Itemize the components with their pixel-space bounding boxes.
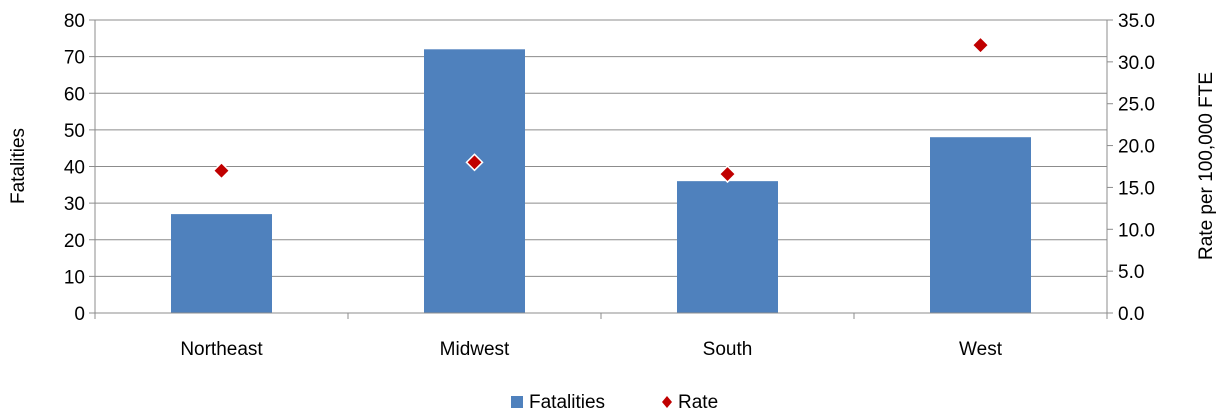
left-tick-label: 60: [64, 84, 85, 105]
left-tick-label: 70: [64, 48, 85, 69]
category-labels: Northeast Midwest South West: [180, 339, 1002, 360]
right-axis-title: Rate per 100,000 FTE: [1196, 72, 1217, 260]
right-axis-ticks: 0.0 5.0 10.0 15.0 20.0 25.0 30.0 35.0: [1107, 11, 1155, 325]
axes: [94, 20, 1108, 319]
left-tick-label: 50: [64, 121, 85, 142]
category-label: West: [959, 339, 1003, 360]
rate-marker: [718, 164, 737, 184]
rate-markers: [212, 36, 990, 184]
right-tick-label: 30.0: [1118, 53, 1155, 74]
legend: Fatalities Rate: [511, 392, 718, 413]
legend-fatalities-swatch: [511, 396, 523, 408]
left-tick-label: 0: [74, 304, 85, 325]
category-label: Midwest: [440, 339, 510, 360]
right-tick-label: 0.0: [1118, 304, 1144, 325]
legend-fatalities-label: Fatalities: [529, 392, 605, 413]
rate-marker: [465, 153, 484, 172]
rate-marker: [212, 161, 231, 180]
category-label: South: [703, 339, 753, 360]
fatalities-bars: [171, 49, 1031, 314]
left-axis-ticks: 0 10 20 30 40 50 60 70 80: [64, 11, 95, 325]
left-tick-label: 40: [64, 158, 85, 179]
left-axis-title: Fatalities: [8, 128, 29, 204]
fatalities-bar: [930, 137, 1031, 313]
legend-rate-swatch: [662, 396, 672, 408]
right-tick-label: 15.0: [1118, 178, 1155, 199]
left-tick-label: 30: [64, 194, 85, 215]
rate-marker: [971, 36, 990, 55]
fatalities-bar: [171, 214, 272, 313]
fatalities-bar: [677, 181, 778, 313]
right-tick-label: 10.0: [1118, 220, 1155, 241]
left-tick-label: 80: [64, 11, 85, 32]
right-tick-label: 20.0: [1118, 137, 1155, 158]
right-tick-label: 25.0: [1118, 95, 1155, 116]
fatalities-bar: [424, 49, 525, 314]
left-tick-label: 20: [64, 231, 85, 252]
right-tick-label: 35.0: [1118, 11, 1155, 32]
category-label: Northeast: [180, 339, 263, 360]
legend-rate-label: Rate: [678, 392, 718, 413]
right-tick-label: 5.0: [1118, 262, 1144, 283]
left-tick-label: 10: [64, 267, 85, 288]
